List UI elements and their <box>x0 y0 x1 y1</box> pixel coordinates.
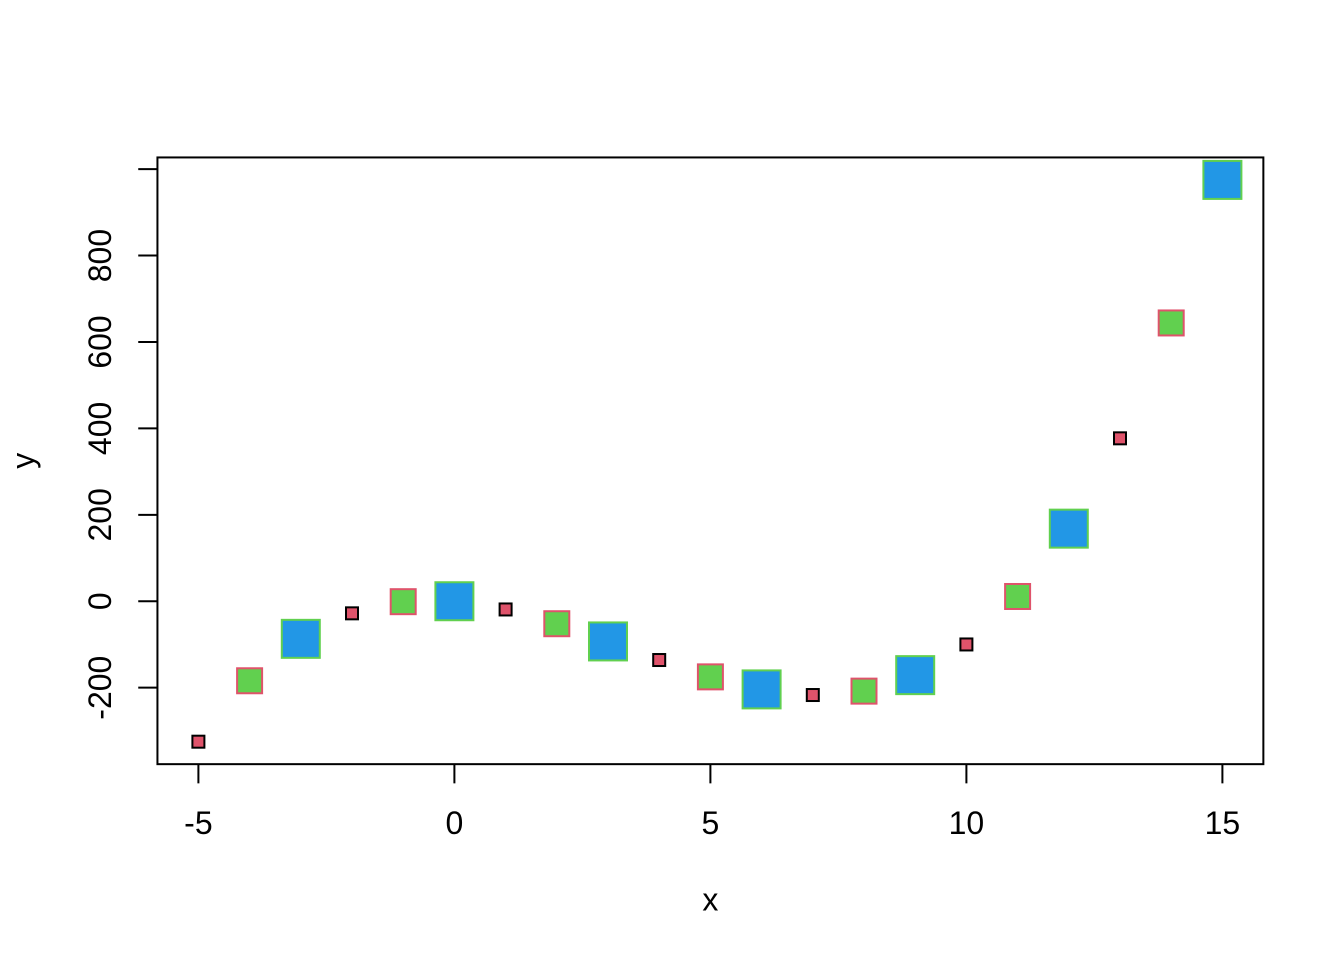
svg-text:600: 600 <box>82 315 118 368</box>
svg-text:x: x <box>702 882 718 918</box>
svg-text:-200: -200 <box>82 656 118 720</box>
svg-text:5: 5 <box>702 805 720 841</box>
svg-text:800: 800 <box>82 229 118 282</box>
svg-text:-5: -5 <box>184 805 212 841</box>
svg-text:15: 15 <box>1205 805 1241 841</box>
svg-text:0: 0 <box>446 805 464 841</box>
svg-text:400: 400 <box>82 402 118 455</box>
svg-text:200: 200 <box>82 488 118 541</box>
svg-text:y: y <box>5 453 41 469</box>
svg-text:0: 0 <box>82 592 118 610</box>
svg-text:10: 10 <box>949 805 985 841</box>
